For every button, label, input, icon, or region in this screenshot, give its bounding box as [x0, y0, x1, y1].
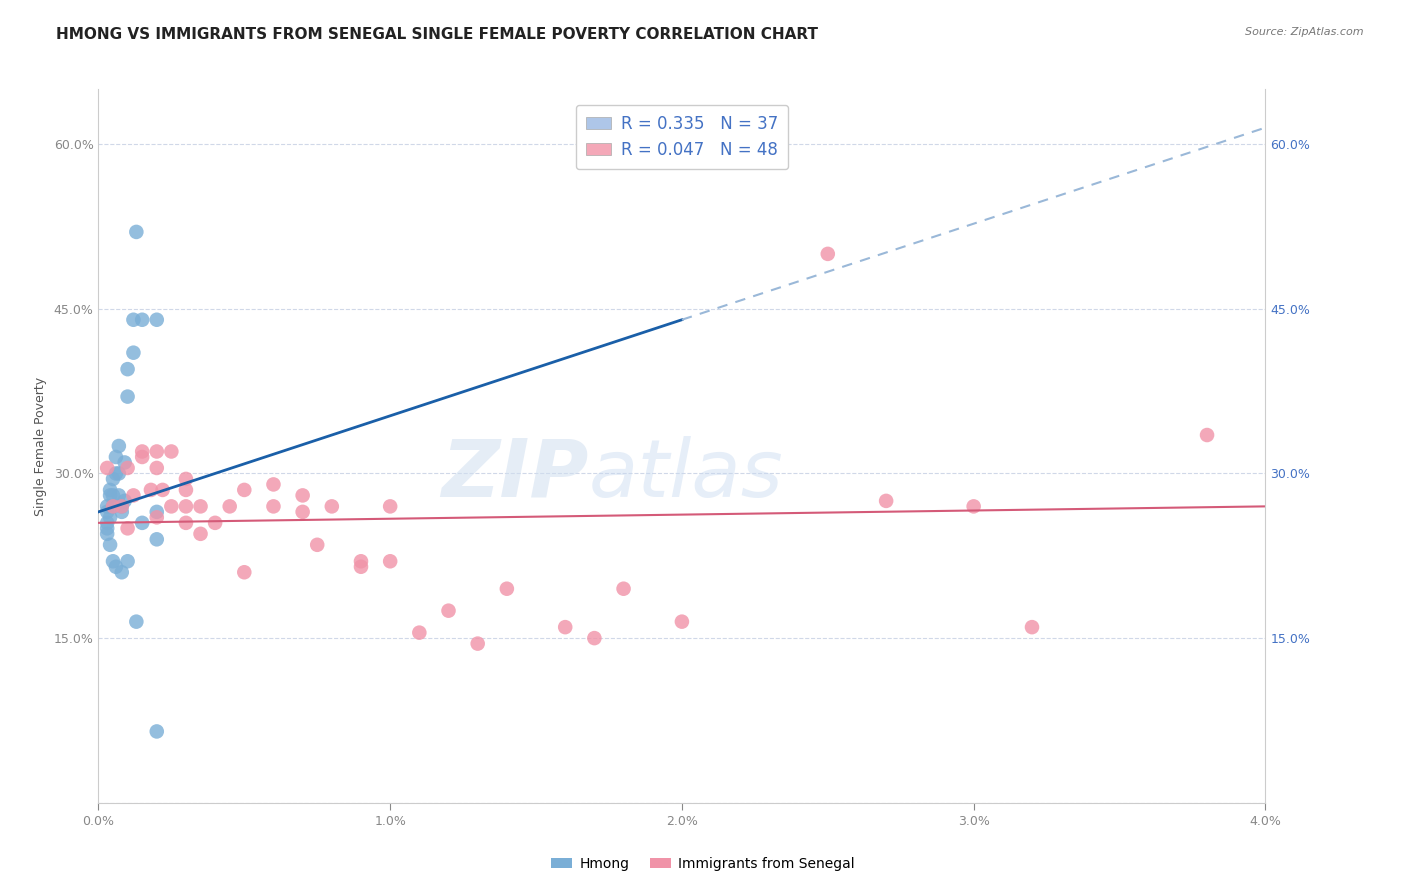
Point [122, 312, 145, 326]
Point [218, 500, 240, 514]
Point [104, 467, 127, 481]
Point [350, 554, 373, 568]
Point [174, 516, 197, 530]
Point [875, 494, 897, 508]
Point [204, 516, 226, 530]
Point [122, 488, 145, 502]
Point [111, 566, 134, 580]
Point [104, 450, 127, 464]
Point [117, 554, 139, 568]
Text: Source: ZipAtlas.com: Source: ZipAtlas.com [1246, 27, 1364, 37]
Point [101, 472, 124, 486]
Point [111, 500, 134, 514]
Point [307, 538, 329, 552]
Point [262, 477, 284, 491]
Point [233, 483, 256, 497]
Point [108, 439, 131, 453]
Point [291, 505, 314, 519]
Point [114, 494, 136, 508]
Point [146, 444, 169, 458]
Point [671, 615, 693, 629]
Point [122, 345, 145, 359]
Point [117, 390, 139, 404]
Point [378, 554, 402, 568]
Point [117, 362, 139, 376]
Point [554, 620, 576, 634]
Point [101, 500, 124, 514]
Point [111, 505, 134, 519]
Point [612, 582, 634, 596]
Point [467, 637, 489, 651]
Point [146, 533, 169, 547]
Point [190, 526, 212, 541]
Point [108, 488, 131, 502]
Point [190, 500, 212, 514]
Point [152, 483, 174, 497]
Point [160, 500, 183, 514]
Point [139, 483, 162, 497]
Point [146, 510, 169, 524]
Point [96, 500, 118, 514]
Text: atlas: atlas [589, 435, 783, 514]
Point [96, 516, 118, 530]
Point [98, 538, 121, 552]
Point [131, 516, 153, 530]
Point [962, 500, 984, 514]
Text: HMONG VS IMMIGRANTS FROM SENEGAL SINGLE FEMALE POVERTY CORRELATION CHART: HMONG VS IMMIGRANTS FROM SENEGAL SINGLE … [56, 27, 818, 42]
Legend: Hmong, Immigrants from Senegal: Hmong, Immigrants from Senegal [546, 851, 860, 876]
Point [114, 455, 136, 469]
Point [104, 559, 127, 574]
Legend: R = 0.335   N = 37, R = 0.047   N = 48: R = 0.335 N = 37, R = 0.047 N = 48 [576, 104, 787, 169]
Point [117, 461, 139, 475]
Point [817, 247, 839, 261]
Point [131, 444, 153, 458]
Point [146, 724, 169, 739]
Point [96, 521, 118, 535]
Point [117, 521, 139, 535]
Point [111, 500, 134, 514]
Point [437, 604, 460, 618]
Point [262, 500, 284, 514]
Point [96, 461, 118, 475]
Point [108, 467, 131, 481]
Point [583, 631, 606, 645]
Point [98, 510, 121, 524]
Point [350, 559, 373, 574]
Point [101, 554, 124, 568]
Point [174, 472, 197, 486]
Point [96, 526, 118, 541]
Point [291, 488, 314, 502]
Point [378, 500, 402, 514]
Point [146, 505, 169, 519]
Point [101, 500, 124, 514]
Point [1195, 428, 1218, 442]
Point [321, 500, 343, 514]
Text: ZIP: ZIP [441, 435, 589, 514]
Point [233, 566, 256, 580]
Y-axis label: Single Female Poverty: Single Female Poverty [34, 376, 46, 516]
Point [125, 225, 148, 239]
Point [131, 450, 153, 464]
Point [1021, 620, 1043, 634]
Point [125, 615, 148, 629]
Point [146, 312, 169, 326]
Point [174, 483, 197, 497]
Point [101, 488, 124, 502]
Point [131, 312, 153, 326]
Point [98, 483, 121, 497]
Point [160, 444, 183, 458]
Point [98, 488, 121, 502]
Point [96, 505, 118, 519]
Point [408, 625, 430, 640]
Point [496, 582, 519, 596]
Point [146, 461, 169, 475]
Point [174, 500, 197, 514]
